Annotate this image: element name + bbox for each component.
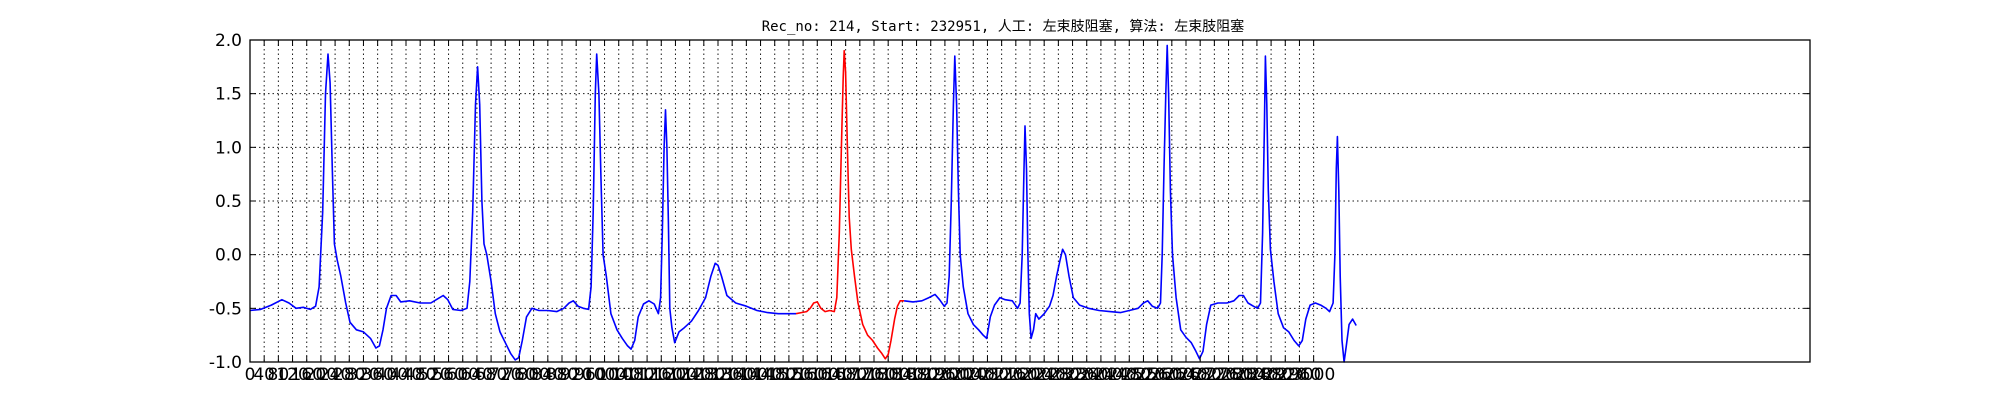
x-tick-label: 2240 <box>1023 365 1066 385</box>
x-tick-label: 1200 <box>654 365 697 385</box>
x-tick-label: 1640 <box>810 365 853 385</box>
chart-title: Rec_no: 214, Start: 232951, 人工: 左束肢阻塞, 算… <box>762 18 1245 35</box>
ecg-series-line-1 <box>249 53 796 361</box>
y-tick-label: 2.0 <box>215 31 242 51</box>
x-axis: 0408012016020024028032036040044048052056… <box>245 40 1335 385</box>
x-tick-label: 240 <box>319 365 351 385</box>
x-tick-label: 2680 <box>1179 365 1222 385</box>
y-tick-label: 1.0 <box>215 138 242 158</box>
x-tick-label: 2880 <box>1249 365 1292 385</box>
x-tick-label: 2000 <box>937 365 980 385</box>
x-tick-label: 400 <box>376 365 408 385</box>
x-tick-label: 1600 <box>796 365 839 385</box>
x-tick-label: 760 <box>503 365 535 385</box>
x-tick-label: 2840 <box>1235 365 1278 385</box>
x-tick-label: 680 <box>475 365 507 385</box>
x-tick-label: 1040 <box>597 365 640 385</box>
x-tick-label: 1240 <box>668 365 711 385</box>
x-tick-label: 640 <box>461 365 493 385</box>
x-tick-label: 2400 <box>1079 365 1122 385</box>
x-tick-label: 1760 <box>852 365 895 385</box>
x-tick-label: 1280 <box>682 365 725 385</box>
x-tick-label: 1720 <box>838 365 881 385</box>
ecg-series-line-3 <box>904 44 1357 363</box>
x-tick-label: 80 <box>268 365 290 385</box>
x-tick-label: 1560 <box>781 365 824 385</box>
x-tick-label: 2640 <box>1164 365 1207 385</box>
x-tick-label: 1920 <box>909 365 952 385</box>
x-tick-label: 2600 <box>1150 365 1193 385</box>
x-tick-label: 0 <box>245 365 256 385</box>
x-tick-label: 1000 <box>583 365 626 385</box>
x-tick-label: 1320 <box>696 365 739 385</box>
x-tick-label: 2320 <box>1051 365 1094 385</box>
y-tick-label: -0.5 <box>209 299 242 319</box>
x-tick-label: 2560 <box>1136 365 1179 385</box>
x-tick-label: 1480 <box>753 365 796 385</box>
x-tick-label: 480 <box>404 365 436 385</box>
x-tick-label: 800 <box>517 365 549 385</box>
x-tick-label: 1440 <box>739 365 782 385</box>
y-axis: 2.0 1.5 1.0 0.5 0.0 -0.5 -1.0 <box>209 31 1810 373</box>
x-tick-label: 600 <box>447 365 479 385</box>
x-tick-label: 1080 <box>611 365 654 385</box>
x-tick-label: 1840 <box>881 365 924 385</box>
x-tick-label: 880 <box>546 365 578 385</box>
x-tick-label: 520 <box>418 365 450 385</box>
x-tick-label: 1120 <box>625 365 668 385</box>
series-layer <box>249 44 1357 363</box>
x-tick-label: 560 <box>432 365 464 385</box>
x-tick-label: 1800 <box>867 365 910 385</box>
y-tick-label: -1.0 <box>209 353 242 373</box>
x-tick-label: 3000 <box>1292 365 1335 385</box>
ecg-series-line-2 <box>795 49 905 360</box>
y-tick-label: 1.5 <box>215 85 242 105</box>
x-tick-label: 1400 <box>725 365 768 385</box>
x-tick-label: 2760 <box>1207 365 1250 385</box>
x-tick-label: 280 <box>333 365 365 385</box>
x-tick-label: 1160 <box>640 365 683 385</box>
x-tick-label: 720 <box>489 365 521 385</box>
x-tick-label: 2440 <box>1093 365 1136 385</box>
x-tick-label: 960 <box>574 365 606 385</box>
x-tick-label: 1360 <box>711 365 754 385</box>
x-tick-label: 320 <box>347 365 379 385</box>
x-tick-label: 2120 <box>980 365 1023 385</box>
x-tick-label: 2080 <box>966 365 1009 385</box>
x-tick-label: 2920 <box>1264 365 1307 385</box>
x-tick-label: 2360 <box>1065 365 1108 385</box>
x-tick-label: 2520 <box>1122 365 1165 385</box>
x-tick-label: 1520 <box>767 365 810 385</box>
x-tick-label: 2960 <box>1278 365 1321 385</box>
x-tick-label: 40 <box>253 365 275 385</box>
x-tick-label: 2800 <box>1221 365 1264 385</box>
x-tick-label: 2480 <box>1108 365 1151 385</box>
x-tick-label: 920 <box>560 365 592 385</box>
y-tick-label: 0.0 <box>215 246 242 266</box>
x-tick-label: 360 <box>361 365 393 385</box>
x-tick-label: 2720 <box>1193 365 1236 385</box>
x-tick-label: 160 <box>291 365 323 385</box>
x-tick-label: 1960 <box>923 365 966 385</box>
x-tick-label: 2280 <box>1037 365 1080 385</box>
x-tick-label: 840 <box>532 365 564 385</box>
x-tick-label: 2040 <box>952 365 995 385</box>
x-tick-label: 2160 <box>994 365 1037 385</box>
x-tick-label: 200 <box>305 365 337 385</box>
y-tick-label: 0.5 <box>215 192 242 212</box>
x-tick-label: 1880 <box>895 365 938 385</box>
x-tick-label: 440 <box>390 365 422 385</box>
x-tick-label: 2200 <box>1008 365 1051 385</box>
x-tick-label: 1680 <box>824 365 867 385</box>
x-tick-label: 120 <box>276 365 308 385</box>
